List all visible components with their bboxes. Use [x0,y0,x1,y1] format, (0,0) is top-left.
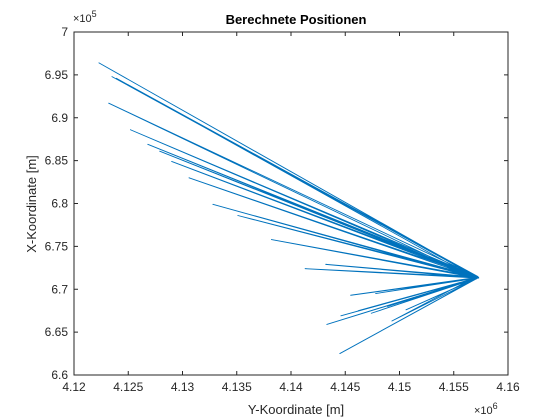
x-tick-label: 4.135 [222,380,252,394]
y-axis-label: X-Koordinate [m] [24,155,39,253]
x-multiplier-base: ×10 [474,405,493,417]
y-tick-label: 6.6 [51,368,68,382]
x-axis-multiplier: ×106 [474,401,498,417]
y-tick-label: 6.9 [51,111,68,125]
axes-box [73,31,509,376]
x-tick-label: 4.14 [279,380,303,394]
y-tick-label: 6.7 [51,282,68,296]
y-axis-multiplier: ×105 [73,9,97,25]
y-multiplier-exponent: 5 [92,9,97,19]
y-multiplier-base: ×10 [73,13,92,25]
y-tick-label: 7 [61,25,68,39]
y-tick-label: 6.65 [45,325,69,339]
chart-title: Berechnete Positionen [226,12,367,27]
x-tick-label: 4.12 [62,380,86,394]
series-layer [98,62,480,355]
series-line [98,62,480,355]
ticks-layer: 4.12 4.125 4.13 4.135 4.14 4.145 4.15 4.155 4.16… [45,25,520,394]
y-tick-label: 6.8 [51,197,68,211]
x-tick-label: 4.16 [496,380,520,394]
x-tick-label: 4.15 [388,380,412,394]
x-multiplier-exponent: 6 [493,401,498,411]
x-tick-label: 4.145 [330,380,360,394]
x-tick-label: 4.155 [439,380,469,394]
y-tick-label: 6.75 [45,239,69,253]
y-tick-label: 6.95 [45,68,69,82]
x-axis-label: Y-Koordinate [m] [248,402,344,417]
x-tick-label: 4.13 [171,380,195,394]
y-tick-label: 6.85 [45,154,69,168]
x-tick-label: 4.125 [113,380,143,394]
